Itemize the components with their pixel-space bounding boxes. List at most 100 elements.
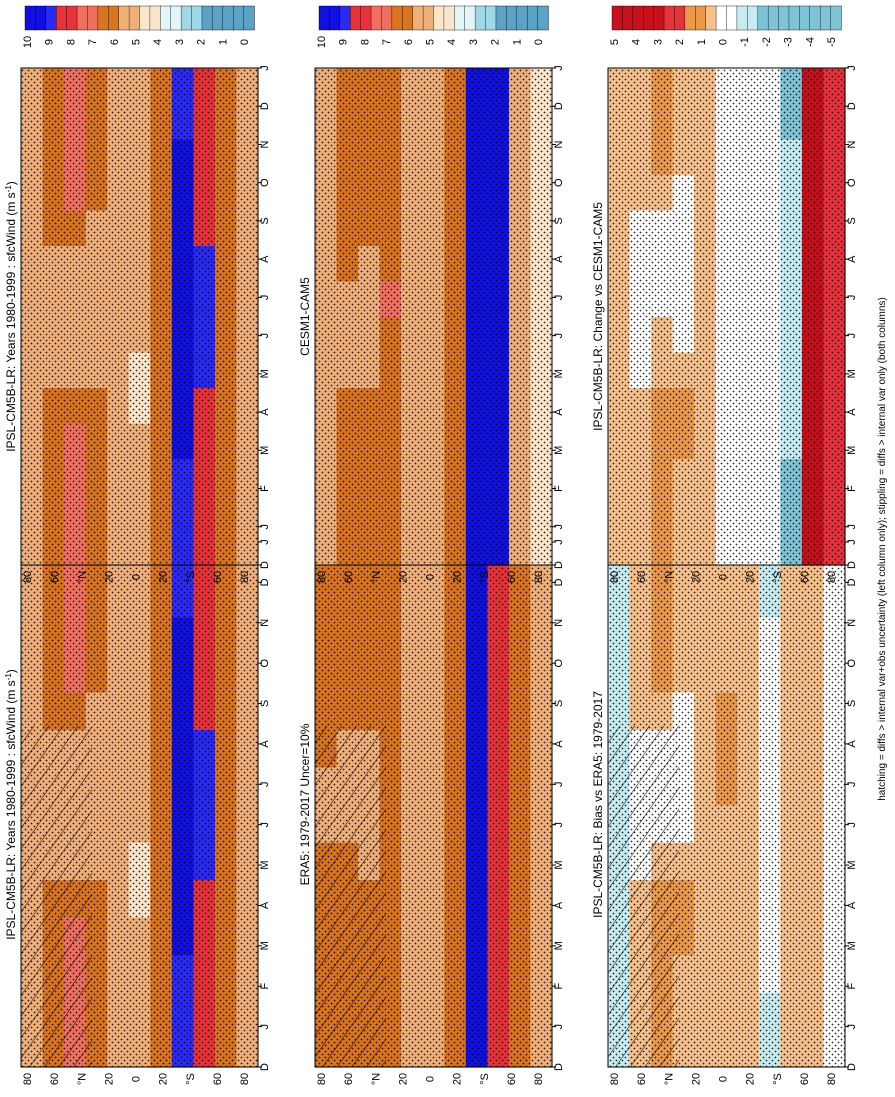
month-tick-label: M [846, 941, 858, 950]
lat-tick-label: 60 [799, 1073, 811, 1085]
month-tick-label: D [846, 578, 858, 586]
lat-tick-label: 80 [826, 1073, 838, 1085]
month-tick-label: F [259, 485, 271, 492]
lat-tick-label: °N [370, 571, 382, 583]
month-tick-label: J [553, 782, 565, 788]
month-tick-label: A [553, 740, 565, 748]
month-tick-label: M [259, 446, 271, 455]
month-tick-label: D [846, 102, 858, 110]
hatch-overlay [608, 725, 680, 1067]
colorbar-swatch [495, 5, 508, 31]
month-tick-label: D [846, 1063, 858, 1071]
stipple-overlay [21, 68, 258, 565]
colorbar-swatch [819, 5, 832, 31]
lat-tick-label: 80 [533, 571, 545, 583]
lat-tick-label: 20 [397, 571, 409, 583]
colorbar-swatch [360, 5, 372, 31]
month-tick-label: M [553, 446, 565, 455]
panel-title: CESM1-CAM5 [298, 277, 312, 356]
lat-tick-label: 60 [636, 571, 648, 583]
month-tick-label: J [553, 295, 565, 301]
colorbar-swatch [526, 5, 539, 31]
month-tick-label: N [846, 140, 858, 148]
month-tick-label: O [846, 178, 858, 187]
colorbar-swatch [663, 5, 676, 31]
colorbar-label: 1 [511, 39, 523, 45]
lat-tick-label: 20 [745, 571, 757, 583]
colorbar-swatch [128, 5, 141, 31]
month-tick-label: D [553, 561, 565, 569]
month-tick-label: J [553, 65, 565, 71]
colorbar-swatch [45, 5, 57, 31]
month-tick-label: F [553, 485, 565, 492]
colorbar-swatch [726, 5, 738, 31]
month-tick-label: M [259, 861, 271, 870]
colorbar-swatch [464, 5, 476, 31]
month-tick-label: J [846, 539, 858, 545]
colorbar-swatch [778, 5, 790, 31]
month-tick-label: D [553, 1063, 565, 1071]
month-tick-label: D [259, 1063, 271, 1071]
colorbar-swatch [422, 5, 435, 31]
month-tick-label: M [846, 369, 858, 378]
colorbar-label: 3 [174, 39, 186, 45]
colorbar-swatch [170, 5, 182, 31]
colorbar-swatch [799, 5, 811, 31]
panel-ipsl-bias-era5: D J F M A M J J A S O N D J 80 60 °N 20 0 20 °S 60 80 IPSL-CM5B… [591, 479, 858, 1085]
figure-footnote: hatching = diffs > internal var+obs unce… [877, 297, 888, 801]
colorbar-label: -4 [804, 37, 816, 47]
colorbar-swatch [391, 5, 403, 31]
colorbar-swatch [35, 5, 47, 31]
month-tick-label: A [259, 255, 271, 263]
colorbar-label: 2 [490, 39, 502, 45]
colorbar-swatch [76, 5, 89, 31]
panel-ipsl-sfcwind-left: D J F M A M J J A S O N D J 80 60 °N 20 0 20 °S 60 80 IPSL-CM5B… [4, 479, 271, 1085]
month-tick-label: F [846, 983, 858, 990]
lat-tick-label: 80 [533, 1073, 545, 1085]
colorbar-swatch [767, 5, 780, 31]
lat-tick-label: 80 [316, 1073, 328, 1085]
month-tick-label: M [553, 861, 565, 870]
month-tick-label: J [553, 1024, 565, 1030]
panel-title: IPSL-CM5B-LR: Change vs CESM1-CAM5 [591, 202, 605, 431]
colorbar-label: 9 [338, 39, 350, 45]
month-tick-label: M [846, 446, 858, 455]
lat-tick-label: °S [772, 1073, 784, 1085]
colorbar-swatch [715, 5, 728, 31]
panel-title-end: ) [4, 669, 18, 673]
lat-tick-label: °S [479, 571, 491, 583]
month-tick-label: J [846, 65, 858, 71]
colorbar-label: 5 [425, 39, 437, 45]
month-tick-label: S [553, 700, 565, 707]
colorbar-label: -3 [783, 37, 795, 47]
colorbar-label: 2 [196, 39, 208, 45]
colorbar-swatch [537, 5, 549, 31]
lat-tick-label: 60 [212, 1073, 224, 1085]
colorbar-label: 10 [22, 36, 34, 48]
colorbar-label: 10 [316, 36, 328, 48]
month-tick-label: A [553, 408, 565, 416]
lat-tick-label: 80 [316, 571, 328, 583]
month-tick-label: M [259, 941, 271, 950]
month-tick-label: M [259, 369, 271, 378]
lat-tick-label: 20 [158, 571, 170, 583]
lat-tick-label: 0 [718, 574, 730, 580]
colorbar-swatch [611, 5, 624, 31]
panel-title: IPSL-CM5B-LR: Bias vs ERA5: 1979-2017 [591, 691, 605, 918]
lat-tick-label: °S [479, 1073, 491, 1085]
lat-tick-label: 60 [212, 571, 224, 583]
month-tick-label: A [846, 255, 858, 263]
colorbar-swatch [108, 5, 120, 31]
month-tick-label: J [846, 295, 858, 301]
lat-tick-label: 60 [636, 1073, 648, 1085]
lat-tick-label: 20 [690, 571, 702, 583]
colorbar-swatch [705, 5, 717, 31]
colorbar-label: 8 [359, 39, 371, 45]
stipple-overlay [608, 68, 845, 565]
month-tick-label: A [846, 408, 858, 416]
colorbar-swatch [643, 5, 655, 31]
colorbar-label: -2 [761, 37, 773, 47]
month-tick-label: S [846, 217, 858, 224]
lat-tick-label: °N [663, 571, 675, 583]
